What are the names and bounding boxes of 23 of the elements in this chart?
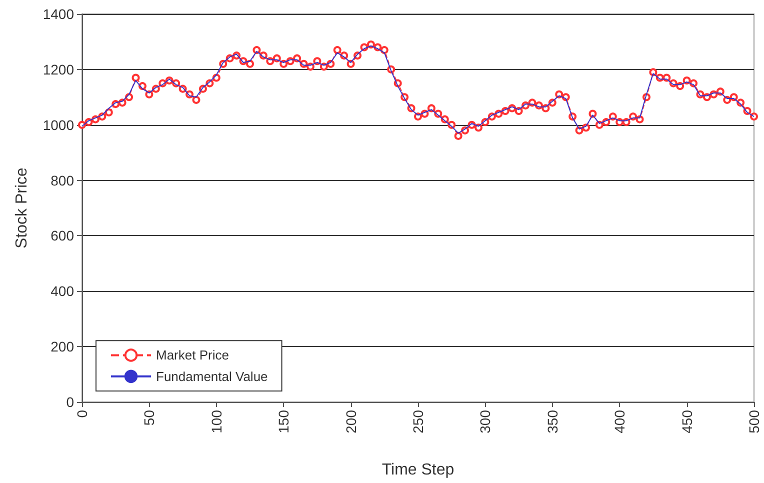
y-tick-label: 400: [50, 283, 74, 300]
y-tick-label: 600: [50, 228, 74, 244]
x-tick-label: 300: [477, 410, 494, 434]
x-tick-label: 0: [74, 410, 90, 418]
x-tick-label: 400: [612, 410, 628, 434]
x-axis-title: Time Step: [382, 462, 454, 478]
x-tick-label: 100: [208, 410, 224, 434]
y-tick-label: 800: [50, 172, 74, 188]
x-tick-label: 150: [276, 410, 292, 434]
y-tick-label: 1400: [42, 6, 74, 22]
x-tick-label: 250: [410, 410, 426, 434]
y-tick-label: 1000: [42, 116, 74, 133]
x-tick-label: 500: [746, 410, 762, 434]
y-tick-label: 0: [66, 394, 74, 410]
legend-label: Market Price: [156, 348, 229, 363]
legend-label: Fundamental Value: [156, 368, 268, 384]
y-axis-title: Stock Price: [14, 167, 30, 248]
x-tick-label: 50: [141, 410, 158, 426]
y-tick-label: 1200: [42, 61, 74, 78]
x-tick-label: 450: [678, 410, 695, 434]
x-tick-label: 200: [342, 410, 359, 434]
x-tick-label: 350: [544, 410, 560, 434]
y-tick-label: 200: [50, 338, 74, 355]
